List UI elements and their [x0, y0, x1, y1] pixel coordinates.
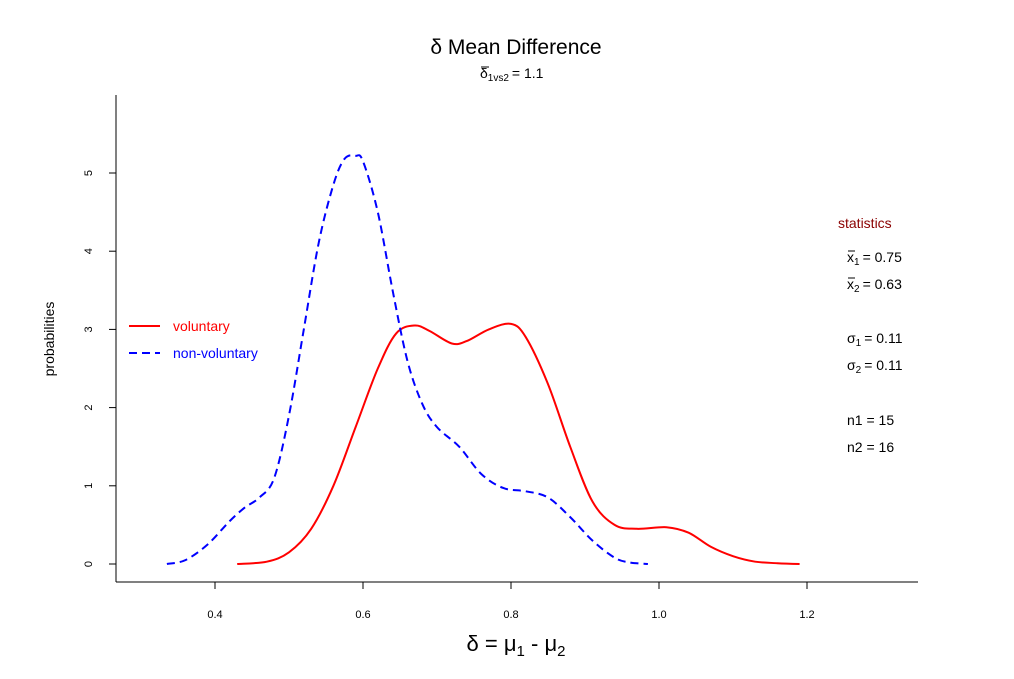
y-axis-label: probabilities [41, 302, 57, 377]
chart-subtitle: δ1vs2 = 1.1 [480, 65, 544, 84]
y-tick-label: 5 [83, 170, 95, 176]
y-tick-label: 0 [83, 561, 95, 567]
x-label-delta: δ [467, 631, 479, 656]
x-tick-label: 0.6 [355, 609, 370, 621]
statistics-panel: statistics x1 = 0.75 x2 = 0.63 σ1 = 0.11 σ2… [838, 215, 903, 455]
y-tick-label: 3 [83, 326, 95, 332]
x-label-sub2: 2 [557, 643, 565, 660]
x-axis-ticks: 0.4 0.6 0.8 1.0 1.2 [207, 582, 815, 621]
x-tick-label: 0.4 [207, 609, 222, 621]
x-axis-label: δ = μ1 - μ2 [467, 631, 566, 660]
y-axis-ticks: 0 1 2 3 4 5 [83, 170, 116, 567]
y-tick-label: 4 [83, 248, 95, 254]
legend-label-voluntary: voluntary [173, 318, 230, 334]
series-line-non-voluntary [166, 154, 648, 565]
subtitle-subscript: 1vs2 [488, 73, 510, 84]
x-label-mu2: μ [544, 631, 557, 656]
subtitle-value: = 1.1 [512, 65, 544, 81]
x-tick-label: 0.8 [503, 609, 518, 621]
stat-n1: n1 = 15 [847, 412, 894, 428]
stat-sigma-1: σ1 = 0.11 [847, 330, 903, 349]
stat-n2: n2 = 16 [847, 439, 894, 455]
legend-label-non-voluntary: non-voluntary [173, 345, 258, 361]
chart-title: δ Mean Difference [430, 36, 601, 59]
y-tick-label: 2 [83, 405, 95, 411]
x-tick-label: 1.0 [651, 609, 666, 621]
stat-mean-2: x2 = 0.63 [847, 276, 902, 295]
stat-mean-1: x1 = 0.75 [847, 249, 902, 268]
x-label-mu1: μ [504, 631, 517, 656]
y-tick-label: 1 [83, 483, 95, 489]
x-tick-label: 1.2 [799, 609, 814, 621]
statistics-heading: statistics [838, 215, 892, 231]
legend: voluntary non-voluntary [129, 318, 258, 361]
x-label-eq: = [479, 631, 504, 656]
x-label-sub1: 1 [517, 643, 525, 660]
x-label-minus: - [525, 631, 545, 656]
svg-text:δ1vs2= 1.1: δ1vs2 = 1.1 [480, 65, 544, 84]
subtitle-symbol: δ [480, 65, 488, 81]
stat-sigma-2: σ2 = 0.11 [847, 357, 903, 376]
series-line-voluntary [237, 322, 800, 565]
series-layer [166, 154, 800, 565]
